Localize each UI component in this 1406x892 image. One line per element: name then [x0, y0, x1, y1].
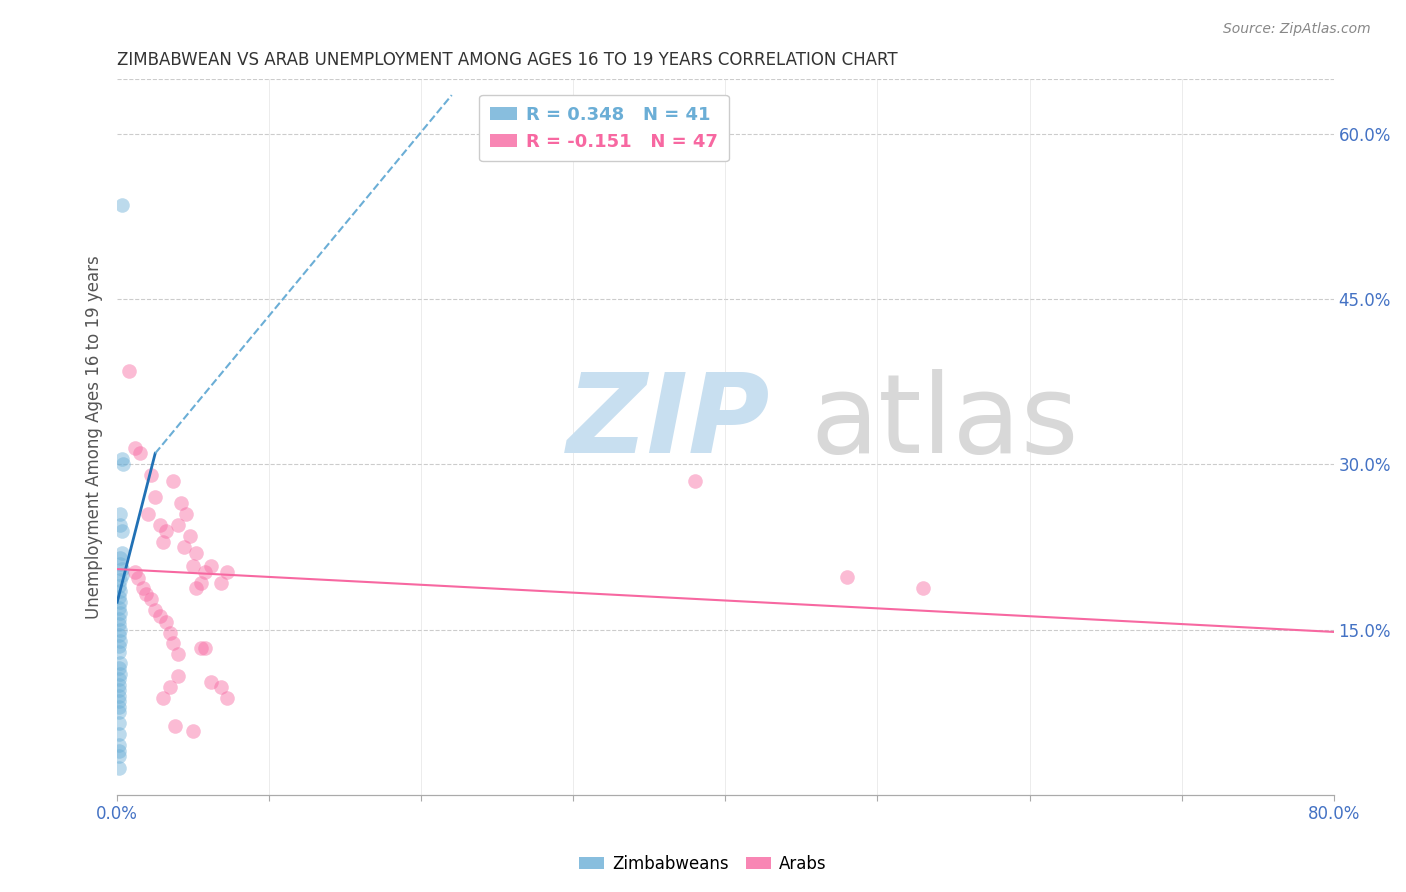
- Point: [107, 689, 129, 703]
- Y-axis label: Unemployment Among Ages 16 to 19 years: Unemployment Among Ages 16 to 19 years: [86, 255, 103, 619]
- Point: [107, 683, 129, 698]
- Point: [215, 566, 238, 580]
- Point: [107, 706, 129, 720]
- Point: [835, 570, 858, 584]
- Point: [107, 716, 129, 731]
- Point: [149, 518, 172, 533]
- Point: [111, 567, 134, 582]
- Point: [143, 491, 166, 505]
- Point: [683, 474, 706, 488]
- Point: [149, 609, 172, 624]
- Point: [110, 557, 132, 571]
- Point: [107, 579, 129, 593]
- Point: [111, 198, 134, 212]
- Point: [162, 474, 184, 488]
- Point: [124, 566, 146, 580]
- Point: [159, 626, 181, 640]
- Point: [110, 584, 132, 599]
- Point: [215, 691, 238, 706]
- Point: [111, 545, 134, 559]
- Point: [132, 581, 155, 595]
- Point: [194, 641, 217, 656]
- Point: [162, 636, 184, 650]
- Point: [107, 727, 129, 741]
- Point: [170, 496, 193, 510]
- Point: [135, 587, 157, 601]
- Legend: Zimbabweans, Arabs: Zimbabweans, Arabs: [572, 848, 834, 880]
- Point: [107, 744, 129, 758]
- Point: [112, 458, 135, 472]
- Point: [107, 628, 129, 642]
- Point: [111, 562, 134, 576]
- Point: [173, 540, 195, 554]
- Point: [155, 615, 177, 629]
- Point: [181, 558, 204, 573]
- Legend: R = 0.348   N = 41, R = -0.151   N = 47: R = 0.348 N = 41, R = -0.151 N = 47: [479, 95, 728, 161]
- Point: [139, 468, 162, 483]
- Point: [174, 507, 197, 521]
- Point: [136, 507, 159, 521]
- Point: [107, 590, 129, 604]
- Point: [124, 441, 146, 455]
- Point: [209, 680, 232, 694]
- Point: [159, 680, 181, 694]
- Point: [167, 669, 190, 683]
- Point: [152, 534, 174, 549]
- Point: [107, 617, 129, 632]
- Point: [107, 600, 129, 615]
- Point: [118, 364, 141, 378]
- Point: [194, 566, 217, 580]
- Point: [110, 666, 132, 681]
- Point: [110, 623, 132, 637]
- Text: ZIMBABWEAN VS ARAB UNEMPLOYMENT AMONG AGES 16 TO 19 YEARS CORRELATION CHART: ZIMBABWEAN VS ARAB UNEMPLOYMENT AMONG AG…: [117, 51, 898, 69]
- Point: [167, 518, 190, 533]
- Text: ZIP: ZIP: [567, 369, 770, 476]
- Point: [127, 571, 149, 585]
- Point: [179, 529, 201, 543]
- Point: [143, 603, 166, 617]
- Point: [111, 524, 134, 538]
- Point: [181, 724, 204, 739]
- Point: [155, 524, 177, 538]
- Point: [129, 446, 152, 460]
- Point: [139, 591, 162, 606]
- Point: [107, 749, 129, 764]
- Point: [200, 674, 222, 689]
- Point: [209, 576, 232, 591]
- Point: [190, 641, 212, 656]
- Point: [912, 581, 935, 595]
- Point: [107, 699, 129, 714]
- Point: [110, 656, 132, 670]
- Point: [186, 581, 208, 595]
- Point: [110, 606, 132, 620]
- Point: [200, 558, 222, 573]
- Point: [152, 691, 174, 706]
- Point: [107, 639, 129, 653]
- Point: [110, 551, 132, 566]
- Point: [107, 645, 129, 659]
- Point: [190, 576, 212, 591]
- Point: [111, 451, 134, 466]
- Point: [186, 545, 208, 559]
- Point: [163, 718, 186, 732]
- Point: [167, 647, 190, 661]
- Point: [107, 673, 129, 687]
- Point: [107, 694, 129, 708]
- Point: [107, 678, 129, 692]
- Point: [107, 739, 129, 753]
- Text: atlas: atlas: [811, 369, 1078, 476]
- Point: [110, 595, 132, 609]
- Text: Source: ZipAtlas.com: Source: ZipAtlas.com: [1223, 22, 1371, 37]
- Point: [110, 573, 132, 587]
- Point: [110, 633, 132, 648]
- Point: [110, 518, 132, 533]
- Point: [107, 661, 129, 675]
- Point: [107, 760, 129, 774]
- Point: [107, 612, 129, 626]
- Point: [110, 507, 132, 521]
